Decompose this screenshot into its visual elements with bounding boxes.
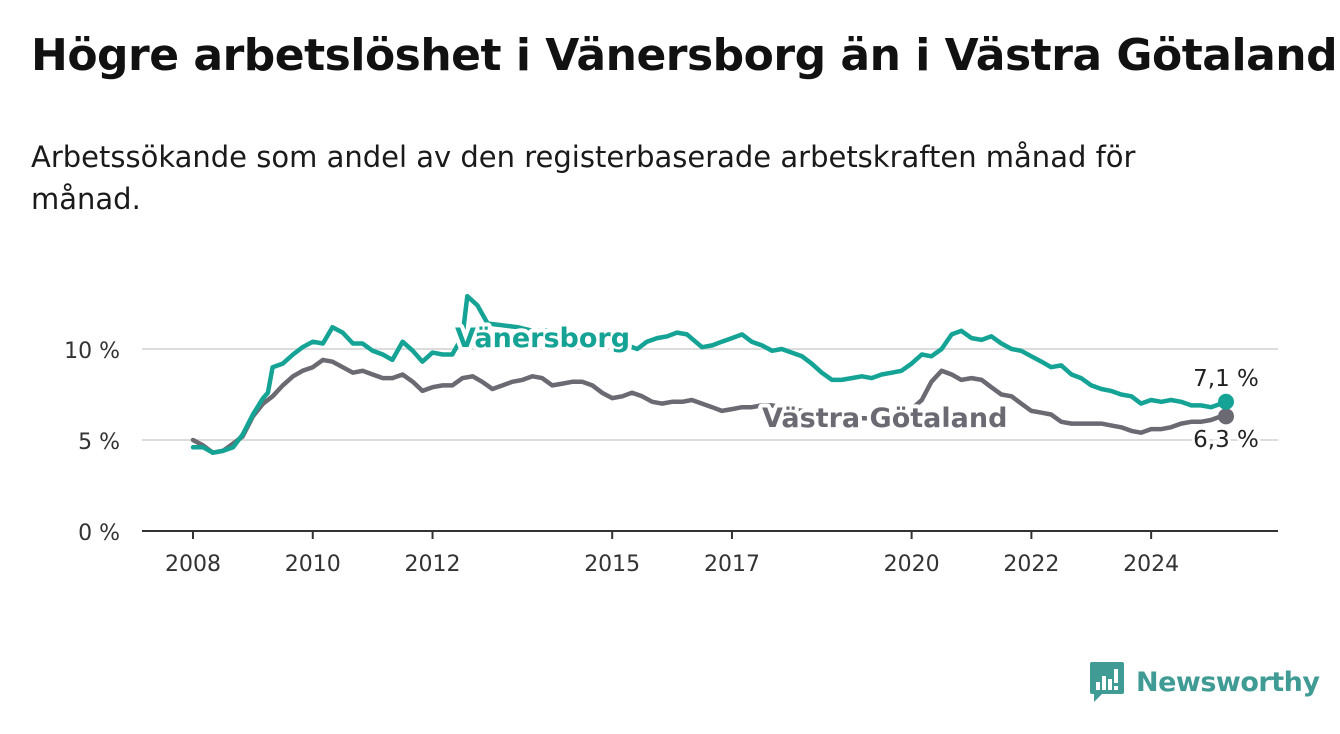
vanersborg-end-point [1218, 393, 1234, 410]
x-tick-label: 2020 [884, 552, 940, 577]
x-tick-label: 2010 [285, 552, 341, 577]
vanersborg-line [190, 293, 1229, 455]
newsworthy-logo-icon [1090, 662, 1124, 702]
x-tick-label: 2017 [704, 552, 760, 577]
vastra-gotaland-end-point [1218, 408, 1234, 425]
newsworthy-brand: Newsworthy [1136, 666, 1320, 698]
vanersborg-end-label: 7,1 % [1193, 366, 1259, 392]
vanersborg-label: Vänersborg [455, 323, 630, 354]
chart-title: Högre arbetslöshet i Vänersborg än i Väs… [31, 30, 1338, 81]
x-tick-label: 2015 [584, 552, 640, 577]
y-tick-label: 5 % [78, 430, 120, 455]
vastra-gotaland-end-label: 6,3 % [1193, 427, 1259, 453]
series-labels: Vänersborg Västra Götaland 7,1 % 6,3 % [451, 319, 1262, 456]
x-tick-label: 2024 [1123, 552, 1179, 577]
chart-subtitle: Arbetssökande som andel av den registerb… [31, 140, 1136, 216]
vastra-gotaland-line [190, 357, 1229, 455]
axes: 0 % 5 % 10 % 2008 2010 2012 2015 2017 2020 2022 20… [64, 339, 1278, 577]
y-tick-label: 0 % [78, 521, 120, 546]
x-tick-label: 2022 [1003, 552, 1059, 577]
series-lines [190, 293, 1234, 455]
gridlines [142, 348, 1278, 441]
vastra-gotaland-label: Västra Götaland [762, 403, 1007, 434]
y-tick-label: 10 % [64, 339, 120, 364]
x-tick-label: 2012 [405, 552, 461, 577]
newsworthy-logo: Newsworthy [1088, 660, 1320, 704]
x-tick-label: 2008 [165, 552, 221, 577]
